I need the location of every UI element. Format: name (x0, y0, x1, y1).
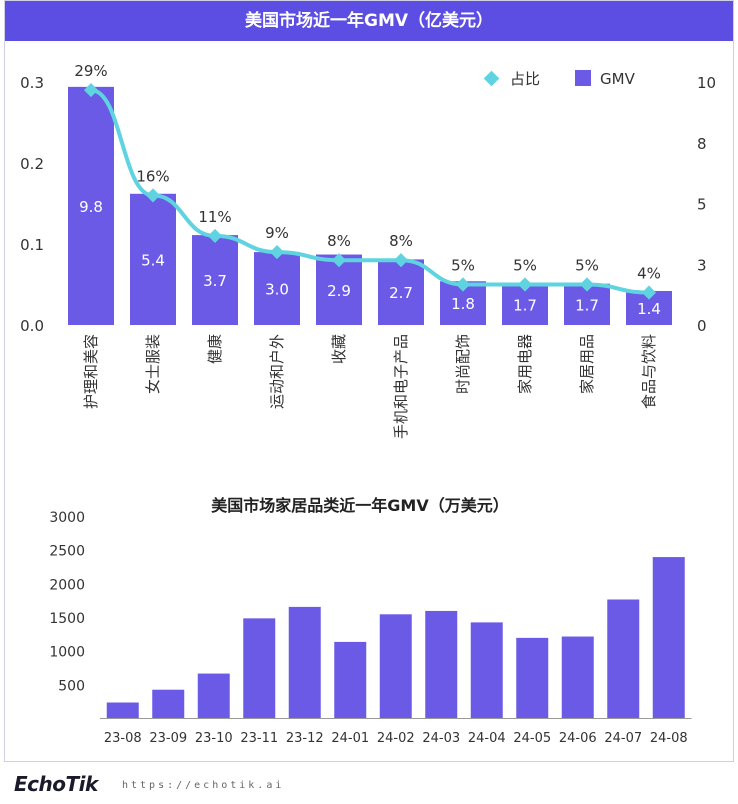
gmv-bar-label: 1.7 (513, 296, 537, 314)
gmv-bar (378, 259, 424, 325)
left-axis-tick: 0.1 (20, 236, 44, 254)
gmv-bar-label: 1.4 (637, 300, 661, 318)
footer-url[interactable]: https://echotik.ai (122, 780, 285, 791)
category-tick-label: 收藏 (330, 334, 348, 364)
gmv-bar (68, 86, 114, 325)
x-axis-tick: 24-03 (422, 731, 460, 746)
gmv-bar-label: 5.4 (141, 251, 165, 269)
share-label: 16% (136, 167, 169, 185)
share-marker (517, 277, 533, 292)
category-tick-label: 家用电器 (516, 334, 534, 394)
category-tick-label: 健康 (206, 334, 224, 364)
month-bar (197, 673, 230, 718)
month-bar (470, 622, 503, 718)
category-tick-label: 运动和户外 (268, 334, 286, 409)
x-axis-tick: 23-11 (240, 731, 278, 746)
month-bar (425, 610, 458, 718)
share-marker (145, 188, 161, 203)
gmv-bar-label: 1.7 (575, 296, 599, 314)
legend-gmv-label: GMV (600, 70, 636, 88)
left-axis-tick: 0.3 (20, 74, 44, 92)
x-axis-tick: 24-02 (377, 731, 415, 746)
y-axis-tick: 2000 (49, 577, 85, 593)
month-bar (152, 689, 185, 718)
category-tick-label: 时尚配饰 (454, 334, 472, 394)
category-tick-label: 食品与饮料 (640, 334, 658, 409)
gmv-bar (254, 252, 300, 325)
legend-share-label: 占比 (510, 70, 540, 88)
y-axis-tick: 1000 (49, 645, 85, 661)
x-axis-tick: 24-07 (604, 731, 642, 746)
share-label: 5% (451, 257, 475, 275)
share-label: 8% (327, 232, 351, 250)
gmv-by-category-chart: 0.0 0.1 0.2 0.3 0 3 5 8 10 9.8 5.4 3.7 3.0 2.9 2.7 1.8 1… (20, 62, 716, 439)
x-axis-tick: 24-06 (559, 731, 597, 746)
footer: EchoTik https://echotik.ai (0, 768, 738, 804)
gmv-bar-label: 1.8 (451, 295, 475, 313)
x-axis-tick: 24-04 (468, 731, 506, 746)
gmv-bar (192, 235, 238, 325)
share-label: 11% (198, 208, 231, 226)
right-axis-tick: 10 (697, 74, 716, 92)
month-bar (243, 618, 276, 718)
x-axis-tick: 24-08 (650, 731, 688, 746)
share-label: 8% (389, 232, 413, 250)
gmv-bar-label: 9.8 (79, 198, 103, 216)
category-tick-label: 护理和美容 (82, 334, 100, 409)
month-bar (516, 637, 549, 718)
category-tick-label: 手机和电子产品 (392, 334, 410, 439)
x-axis-tick: 23-12 (286, 731, 324, 746)
y-axis-tick: 2500 (49, 544, 85, 560)
gmv-bar-label: 2.7 (389, 284, 413, 302)
y-axis-tick: 3000 (49, 510, 85, 526)
month-bar (334, 641, 367, 718)
category-tick-label: 女士服装 (144, 334, 162, 394)
share-label: 5% (575, 257, 599, 275)
right-axis-tick: 3 (697, 256, 707, 274)
x-axis-tick: 23-10 (195, 731, 233, 746)
month-bar (379, 614, 412, 718)
echotik-logo: EchoTik (14, 772, 98, 796)
right-axis-tick: 8 (697, 135, 707, 153)
legend-gmv-marker (575, 70, 591, 86)
x-axis-tick: 23-08 (104, 731, 142, 746)
share-marker (579, 277, 595, 292)
chart2-title: 美国市场家居品类近一年GMV（万美元） (211, 496, 508, 515)
y-axis-tick: 1500 (49, 611, 85, 627)
gmv-bar-label: 2.9 (327, 282, 351, 300)
y-axis-tick: 500 (58, 678, 85, 694)
gmv-bar-label: 3.7 (203, 272, 227, 290)
share-label: 9% (265, 224, 289, 242)
left-axis-tick: 0.0 (20, 317, 44, 335)
category-tick-label: 家居用品 (578, 334, 596, 394)
share-label: 4% (637, 265, 661, 283)
legend-share-marker (483, 70, 500, 87)
home-category-monthly-chart: 美国市场家居品类近一年GMV（万美元） 500 1000 1500 2000 2500 30… (49, 496, 692, 746)
gmv-bar-label: 3.0 (265, 281, 289, 299)
x-axis-tick: 24-01 (331, 731, 369, 746)
right-axis-tick: 5 (697, 196, 707, 214)
share-marker (455, 277, 471, 292)
month-bar (106, 702, 139, 718)
month-bar (652, 557, 685, 718)
x-axis-tick: 24-05 (513, 731, 551, 746)
month-bar (288, 606, 321, 718)
left-axis-tick: 0.2 (20, 155, 44, 173)
share-label: 5% (513, 257, 537, 275)
month-bar (607, 599, 640, 718)
month-bar (561, 636, 594, 718)
share-label: 29% (74, 62, 107, 80)
chart-card: 美国市场近一年GMV（亿美元） (4, 0, 734, 762)
share-marker (269, 245, 285, 260)
gmv-bar (130, 193, 176, 325)
x-axis-tick: 23-09 (149, 731, 187, 746)
share-marker (207, 228, 223, 243)
share-marker (641, 285, 657, 300)
right-axis-tick: 0 (697, 317, 707, 335)
chart-title: 美国市场近一年GMV（亿美元） (5, 1, 733, 41)
